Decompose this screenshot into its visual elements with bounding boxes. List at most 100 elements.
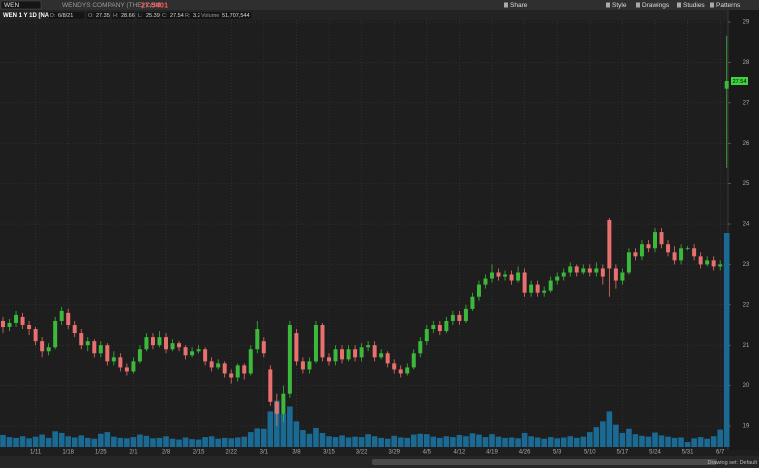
x-tick-label: 4/19 [486,450,498,456]
candle-body [600,268,605,277]
volume-bar [645,436,652,447]
y-tick-label: 22 [743,302,750,308]
candle-body [177,343,182,348]
company-name: WENDYS COMPANY (THE) COM [62,2,161,9]
candle-body [692,248,697,257]
toolbar-button[interactable]: Patterns [716,2,741,9]
volume-bar [704,438,710,447]
candle-body [437,325,442,332]
volume-bar [306,433,313,447]
toolbar-button[interactable]: Drawings [642,2,670,9]
y-tick-label: 20 [743,383,750,389]
volume-bar [124,438,130,447]
volume-bar [52,431,58,447]
header-fields: D: 6/8/21 O: 27.35 H: 28.66 L: 25.39 C: 27.54 R: 3.… [48,12,252,19]
candle-body [476,284,481,297]
header-field-value: 51,707,544 [222,13,250,19]
candle-body [27,325,32,330]
candle-body [418,341,423,354]
candle-body [620,272,625,281]
candle-body [150,337,155,346]
volume-bar [528,436,534,447]
toolbar-button[interactable]: Share [510,2,528,9]
candle-body [509,274,514,281]
candle-body [118,357,123,368]
x-tick-label: 2/8 [162,450,171,456]
candle-body [639,244,644,257]
candle-body [450,314,455,321]
toolbar-button[interactable]: Studies [683,2,705,9]
header-field-box [48,12,85,19]
header-field-box [86,12,110,19]
header-field-label: O: [88,13,94,19]
candle-body [444,320,449,332]
volume-bar [241,436,248,447]
volume-bar [182,437,189,447]
x-tick-label: 5/31 [682,450,694,456]
volume-bar [156,437,163,447]
toolbar-icon[interactable] [606,2,610,8]
candle-body [79,333,84,346]
candle-body [424,329,429,342]
toolbar-icon[interactable] [710,2,714,8]
candle-body [14,314,19,323]
volume-bar [710,436,717,447]
volume-bar [163,436,169,447]
candle-body [405,367,410,374]
volume-bar [32,436,39,447]
candle-body [209,361,214,368]
scrollbar[interactable] [372,459,717,465]
header-field-box [160,12,184,19]
volume-bar [326,436,332,447]
volume-bar [228,438,234,447]
candle-body [353,349,358,358]
candle-body [535,284,540,293]
x-tick-label: 6/7 [716,450,725,456]
candle-body [268,369,273,402]
candle-body [327,357,331,362]
volume-bar [658,435,665,447]
volume-bar [254,428,261,447]
candle-body [522,272,527,293]
header-field-label: Volume [201,13,219,19]
candle-body [607,219,612,269]
volume-bar [665,436,671,447]
symbol-input[interactable] [0,0,42,10]
toolbar-icon[interactable] [504,2,508,8]
toolbar-icon[interactable] [636,2,640,8]
header-field-label: C: [162,13,168,19]
candle-body [242,365,247,374]
y-tick-label: 24 [743,222,750,228]
header-field-value: 6/8/21 [58,13,73,19]
volume-bar [437,437,443,447]
volume-bar [195,439,202,447]
x-tick-label: 3/29 [388,450,400,456]
toolbar-button[interactable]: Style [612,2,627,9]
candle-body [398,369,403,374]
candle-body [646,244,651,249]
y-tick-label: 19 [743,424,750,430]
volume-bar [430,436,437,447]
drawing-set[interactable]: Drawing set: Default [707,460,757,466]
volume-bar [91,438,98,447]
x-tick-label: 4/5 [423,450,432,456]
candle-body [613,268,618,281]
candle-body [255,329,260,350]
candle-body [144,337,149,350]
volume-bar [521,432,528,447]
symbol[interactable]: WEN [4,2,19,9]
volume-bar [247,432,254,447]
candle-body [659,232,664,245]
candle-body [190,351,195,356]
volume-bar [319,432,326,447]
toolbar-icon[interactable] [677,2,681,8]
x-tick-label: 5/17 [617,450,629,456]
candle-body [542,290,547,293]
candle-body [411,353,416,368]
candle-body [666,244,671,253]
volume-bar [697,437,704,447]
volume-bar [6,437,13,447]
candle-body [463,308,468,321]
volume-bar [78,435,85,447]
candle-body [72,325,77,334]
